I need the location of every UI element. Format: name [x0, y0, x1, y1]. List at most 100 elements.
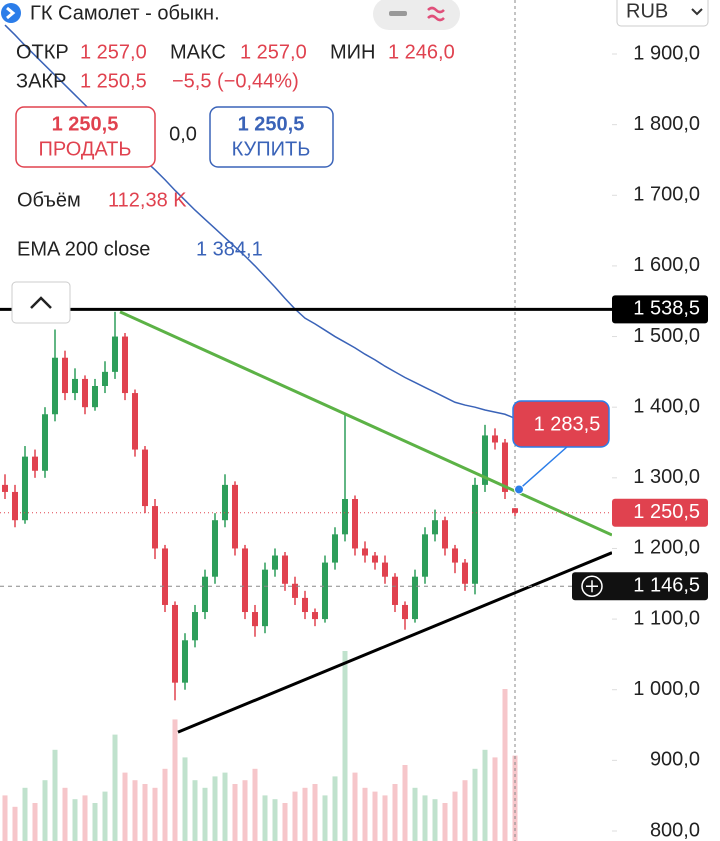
trend-line	[119, 310, 612, 537]
volume-bar	[232, 784, 238, 841]
volume-bar	[422, 795, 428, 841]
candle-body	[472, 484, 478, 584]
candle-body	[152, 506, 158, 549]
volume-bar	[502, 689, 508, 841]
volume-bar	[22, 787, 28, 841]
close-label: ЗАКР	[16, 70, 66, 92]
volume-bar	[312, 784, 318, 841]
volume-bar	[322, 795, 328, 841]
volume-bar	[152, 787, 158, 841]
candle-body	[442, 520, 448, 549]
candle-body	[82, 378, 88, 408]
candle-body	[282, 555, 288, 584]
currency-select[interactable]	[616, 0, 709, 27]
volume-label: Объём	[17, 189, 81, 211]
candle-body	[462, 562, 468, 584]
volume-bar	[402, 765, 408, 841]
volume-bar	[362, 787, 368, 841]
candle-body	[452, 548, 458, 563]
trend-line	[177, 551, 612, 734]
toggle-wave	[427, 6, 445, 22]
currency: RUB	[626, 0, 668, 22]
volume-bar	[382, 795, 388, 841]
volume-bar	[372, 791, 378, 841]
dropdown-icon	[691, 8, 703, 16]
y-tick-label: 1 900,0	[633, 42, 700, 64]
candle-body	[192, 612, 198, 641]
ema-value: 1 384,1	[196, 238, 263, 260]
high-label: МАКС	[170, 41, 226, 63]
volume-bar	[352, 772, 358, 841]
y-tick-label: 1 200,0	[633, 537, 700, 559]
candle-body	[92, 385, 98, 408]
note-connector	[518, 445, 569, 491]
volume-bar	[302, 787, 308, 841]
volume-bar	[192, 780, 198, 841]
volume-bar	[82, 795, 88, 841]
candle-body	[22, 456, 28, 521]
volume-bar	[392, 784, 398, 841]
volume-bar	[72, 799, 78, 841]
volume-bar	[462, 780, 468, 841]
candle-body	[212, 520, 218, 577]
price-level-label: 1 538,5	[633, 298, 700, 320]
y-tick-label: 1 600,0	[633, 254, 700, 276]
volume-bar	[482, 749, 488, 841]
candle-body	[272, 555, 278, 570]
volume-bar	[282, 803, 288, 841]
note-point	[514, 484, 524, 495]
note-box	[512, 400, 610, 448]
candle-body	[142, 449, 148, 507]
candle-body	[102, 371, 108, 386]
candle-body	[422, 534, 428, 577]
candle-body	[252, 612, 258, 627]
candle-body	[242, 548, 248, 613]
ema-label: EMA 200 close	[17, 238, 150, 260]
change: −5,5 (−0,44%)	[172, 70, 299, 92]
candle-body	[132, 393, 138, 450]
volume-bar	[12, 806, 18, 841]
candle-body	[432, 520, 438, 535]
candle-body	[232, 484, 238, 549]
y-tick-label: 1 400,0	[633, 395, 700, 417]
header: ГК Самолет - обыкн. RUB ОТКР 1 257,0 МАК…	[1, 0, 709, 324]
candle-body	[292, 583, 298, 598]
volume-bar	[202, 787, 208, 841]
chevron-up	[30, 296, 52, 309]
candle-body	[112, 336, 118, 372]
buy-button[interactable]	[209, 106, 334, 168]
volume-bar	[292, 791, 298, 841]
candle-body	[2, 484, 8, 492]
volume-bar	[112, 734, 118, 841]
y-tick-label: 1 100,0	[633, 607, 700, 629]
buy-price: 1 250,5	[238, 113, 305, 135]
candle-body	[32, 456, 38, 471]
collapse-button[interactable]	[11, 281, 71, 324]
volume-bar	[172, 719, 178, 841]
mode-toggle[interactable]	[373, 0, 460, 30]
volume-bar	[442, 803, 448, 841]
close-value: 1 250,5	[80, 70, 147, 92]
low-label: МИН	[330, 41, 375, 63]
volume-bar	[92, 803, 98, 841]
candle-body	[342, 499, 348, 535]
candle-body	[372, 555, 378, 563]
candle-body	[502, 442, 508, 492]
y-tick-label: 800,0	[650, 819, 700, 841]
y-tick-label: 1 500,0	[633, 325, 700, 347]
y-tick-label: 1 000,0	[633, 678, 700, 700]
logo-arrow	[6, 6, 16, 20]
volume-bar	[342, 651, 348, 841]
volume-bar	[332, 776, 338, 841]
ticker-title: ГК Самолет - обыкн.	[30, 2, 220, 24]
candle-body	[262, 569, 268, 627]
candle-body	[42, 414, 48, 471]
sell-button[interactable]	[15, 106, 156, 168]
volume-bar	[32, 803, 38, 841]
price-level-label: 1 146,5	[633, 575, 700, 597]
volume-layer	[2, 651, 518, 841]
note-label: 1 283,5	[534, 413, 601, 435]
y-tick-label: 1 700,0	[633, 184, 700, 206]
price-level-box	[612, 295, 708, 324]
price-level-label: 1 250,5	[633, 501, 700, 523]
